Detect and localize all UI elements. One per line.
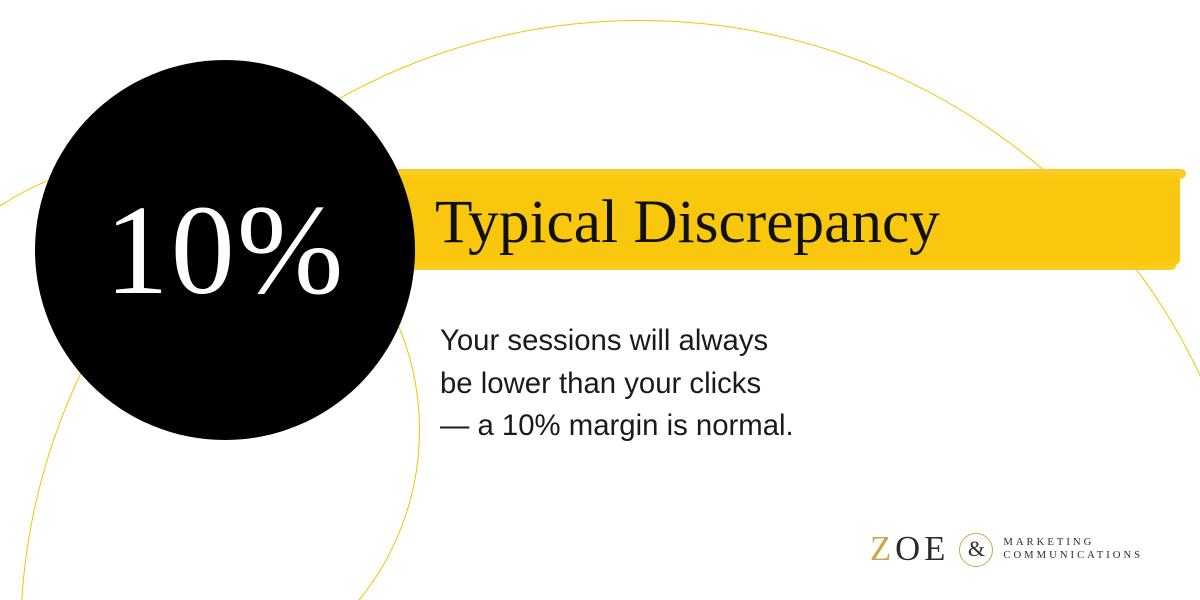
body-copy: Your sessions will alwaysbe lower than y…: [440, 320, 794, 448]
logo-subline: MARKETING: [1003, 537, 1143, 550]
logo-ampersand: &: [968, 538, 985, 560]
logo-subline: COMMUNICATIONS: [1003, 550, 1143, 563]
body-line: be lower than your clicks: [440, 363, 794, 406]
logo-letter-z: Z: [870, 530, 895, 569]
stat-circle: 10%: [35, 60, 415, 440]
logo-wordmark: ZOE: [870, 530, 949, 569]
logo-letters-oe: OE: [895, 530, 949, 569]
body-line: — a 10% margin is normal.: [440, 405, 794, 448]
brand-logo: ZOE & MARKETINGCOMMUNICATIONS: [870, 530, 1143, 569]
heading-text: Typical Discrepancy: [435, 187, 940, 258]
body-line: Your sessions will always: [440, 320, 794, 363]
logo-subtext: MARKETINGCOMMUNICATIONS: [1003, 537, 1143, 563]
logo-ampersand-badge: &: [959, 533, 993, 567]
stat-value: 10%: [105, 186, 346, 314]
